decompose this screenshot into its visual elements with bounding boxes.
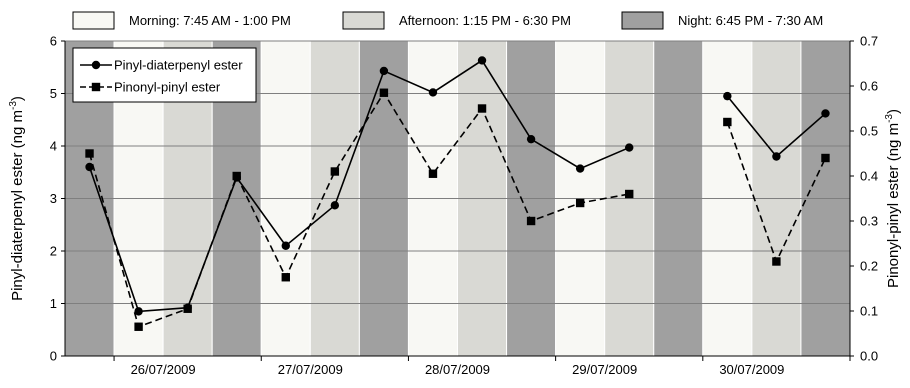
- data-point: [477, 56, 487, 65]
- legend-marker: [91, 60, 101, 70]
- x-tick-label: 29/07/2009: [572, 362, 637, 377]
- x-tick-label: 28/07/2009: [425, 362, 490, 377]
- y-right-tick-label: 0.2: [860, 259, 878, 274]
- period-swatch: [621, 11, 664, 30]
- data-point: [330, 167, 340, 176]
- y-left-tick-label: 3: [50, 191, 57, 206]
- data-point: [821, 109, 830, 118]
- axes: 0 1 2 3 4 5 6 0.0 0.1 0.2 0.3 0.4 0.5 0.6 0.7 26/07/200…: [50, 34, 878, 378]
- y-right-tick-label: 0.6: [860, 79, 878, 94]
- y-left-tick-label: 1: [50, 296, 57, 311]
- series-line: [88, 91, 630, 328]
- x-tick-label: 27/07/2009: [278, 362, 343, 377]
- period-legend: Morning: 7:45 AM - 1:00 PM Afternoon: 1:1…: [72, 11, 823, 30]
- y-right-tick-label: 0.1: [860, 304, 878, 319]
- data-point: [281, 273, 290, 282]
- y-right-tick-label: 0.4: [860, 169, 878, 184]
- y-left-tick-label: 0: [50, 349, 57, 364]
- data-point: [85, 162, 94, 172]
- data-point: [575, 198, 585, 208]
- y-left-tick-label: 2: [50, 244, 57, 259]
- x-tick-label: 26/07/2009: [131, 362, 196, 377]
- data-point: [134, 322, 143, 331]
- data-point: [625, 189, 634, 199]
- data-point: [134, 307, 143, 316]
- data-point: [379, 66, 389, 76]
- y-right-axis-title: Pinonyl-pinyl ester (ng m-3): [884, 109, 902, 288]
- period-label: Night: 6:45 PM - 7:30 AM: [678, 13, 823, 28]
- data-point: [477, 104, 487, 113]
- y-left-tick-label: 6: [50, 34, 57, 49]
- data-point: [723, 117, 732, 127]
- y-left-tick-label: 5: [50, 86, 57, 101]
- data-point: [183, 304, 192, 313]
- data-point: [723, 91, 732, 101]
- data-point: [330, 201, 340, 210]
- data-point: [281, 241, 290, 250]
- period-swatch: [72, 11, 115, 30]
- y-right-tick-label: 0.3: [860, 214, 878, 229]
- data-point: [772, 257, 781, 266]
- series-1: [85, 56, 830, 316]
- series-legend: Pinyl-diaterpenyl ester Pinonyl-pinyl est…: [72, 47, 257, 103]
- legend-label: Pinyl-diaterpenyl ester: [114, 58, 243, 73]
- data-point: [625, 143, 634, 152]
- legend-box: [72, 47, 257, 103]
- legend-marker: [91, 82, 101, 92]
- y-right-tick-label: 0.5: [860, 124, 878, 139]
- period-label: Morning: 7:45 AM - 1:00 PM: [129, 13, 291, 28]
- gridlines: [65, 40, 850, 304]
- data-point: [526, 216, 536, 226]
- axis-labels: Pinyl-diaterpenyl ester (ng m-3) Pinonyl-…: [8, 96, 902, 301]
- y-right-tick-label: 0.7: [860, 34, 878, 49]
- period-label: Afternoon: 1:15 PM - 6:30 PM: [399, 13, 571, 28]
- period-swatch: [342, 11, 385, 30]
- data-point: [575, 164, 585, 173]
- data-point: [85, 149, 94, 158]
- series-layer: [85, 56, 830, 331]
- data-point: [772, 152, 781, 161]
- y-left-tick-label: 4: [50, 139, 57, 154]
- x-tick-label: 30/07/2009: [719, 362, 784, 377]
- y-right-tick-label: 0.0: [860, 349, 878, 364]
- data-point: [379, 88, 389, 97]
- legend-label: Pinonyl-pinyl ester: [114, 80, 221, 95]
- y-left-axis-title: Pinyl-diaterpenyl ester (ng m-3): [8, 96, 26, 301]
- data-point: [232, 171, 241, 181]
- series-line: [88, 59, 630, 313]
- data-point: [526, 134, 536, 144]
- data-point: [428, 169, 438, 178]
- data-point: [821, 153, 830, 163]
- series-2: [85, 88, 830, 331]
- data-point: [428, 88, 438, 97]
